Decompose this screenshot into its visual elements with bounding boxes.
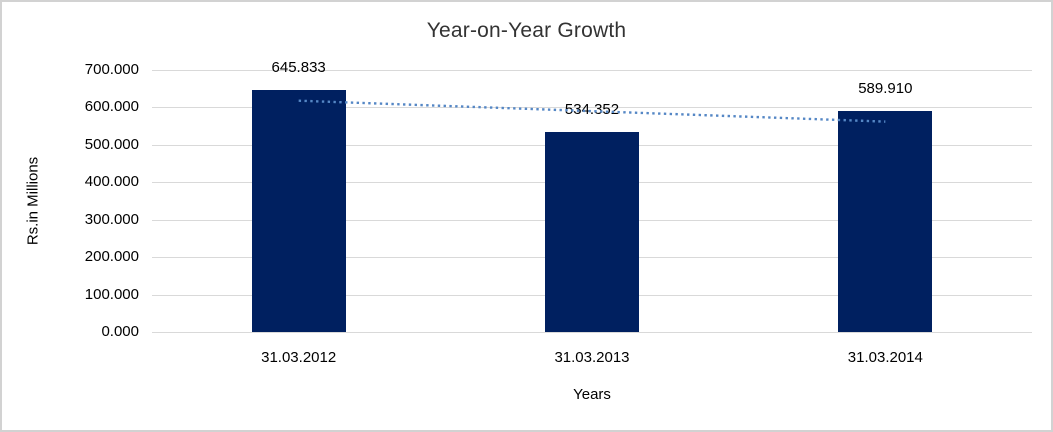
x-tick-label: 31.03.2014 — [847, 349, 923, 366]
x-tick-label: 31.03.2013 — [554, 349, 630, 366]
chart-title: Year-on-Year Growth — [426, 19, 627, 42]
gridline — [152, 70, 1032, 71]
bar — [838, 111, 933, 332]
bar-value-label: 534.352 — [564, 100, 620, 118]
y-tick-label: 300.000 — [84, 210, 139, 228]
y-tick-label: 100.000 — [84, 285, 139, 303]
x-tick-label: 31.03.2012 — [261, 349, 337, 366]
y-tick-label: 0.000 — [101, 323, 139, 340]
y-tick-label: 600.000 — [84, 98, 139, 116]
bar — [545, 131, 639, 332]
y-tick-label: 500.000 — [84, 135, 139, 153]
y-tick-label: 700.000 — [84, 61, 139, 78]
y-tick-label: 400.000 — [84, 173, 139, 191]
bar-value-label: 589.910 — [858, 80, 913, 98]
y-tick-label: 200.000 — [84, 248, 139, 266]
gridline — [152, 332, 1032, 333]
y-axis-title: Rs.in Millions — [24, 156, 42, 246]
bar-value-label: 645.833 — [271, 59, 326, 77]
bar — [251, 90, 346, 332]
x-axis-title: Years — [573, 386, 611, 403]
